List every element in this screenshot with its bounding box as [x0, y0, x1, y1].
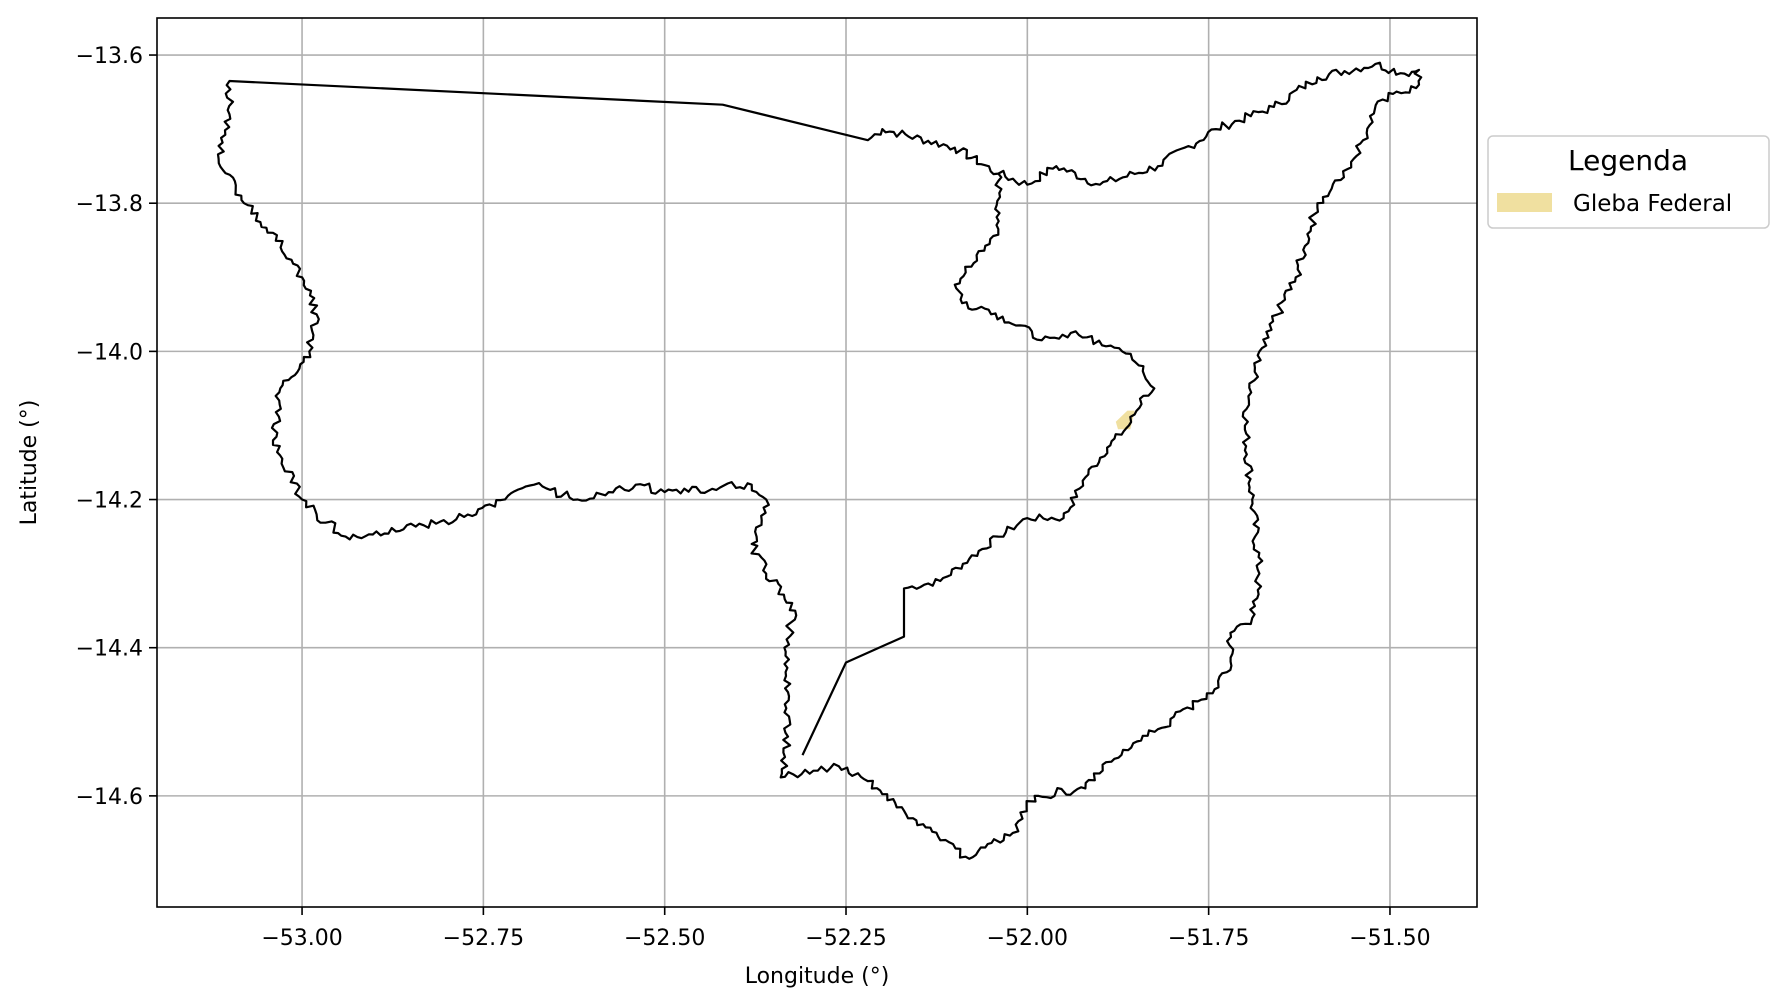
tick-marks: −53.00 −52.75 −52.50 −52.25 −52.00 −51.75 −51.…	[76, 44, 1431, 951]
legend-box	[1487, 135, 1770, 229]
y-tick-label: −14.4	[76, 637, 143, 662]
y-tick-label: −14.0	[76, 340, 143, 365]
legend-swatch-gleba-federal	[1497, 193, 1552, 212]
x-tick-label: −51.50	[1349, 926, 1430, 951]
inner-boundary	[801, 172, 1156, 756]
y-tick-label: −13.6	[76, 44, 143, 69]
x-tick-label: −52.50	[624, 926, 705, 951]
x-tick-label: −52.25	[805, 926, 886, 951]
x-axis-label: Longitude (°)	[745, 964, 890, 989]
map-shapes	[216, 61, 1423, 860]
x-tick-label: −52.75	[443, 926, 524, 951]
y-axis-label: Latitude (°)	[17, 400, 42, 526]
legend-label-gleba-federal: Gleba Federal	[1573, 191, 1732, 217]
x-tick-label: −52.00	[987, 926, 1068, 951]
legend-title: Legenda	[1568, 144, 1688, 177]
x-tick-label: −53.00	[261, 926, 342, 951]
legend: Legenda Gleba Federal	[1487, 135, 1770, 229]
y-tick-label: −13.8	[76, 192, 143, 217]
y-tick-label: −14.2	[76, 489, 143, 514]
gridlines	[157, 18, 1477, 907]
y-tick-label: −14.6	[76, 785, 143, 810]
axes-frame	[156, 17, 1478, 908]
municipality-boundary	[216, 61, 1423, 860]
x-tick-label: −51.75	[1168, 926, 1249, 951]
